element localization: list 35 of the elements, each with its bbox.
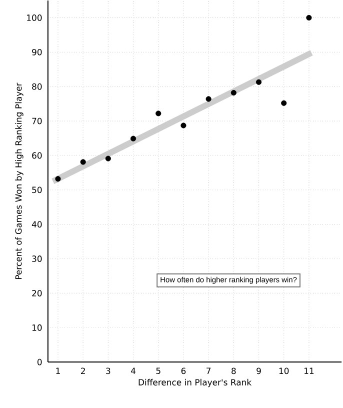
x-tick-label: 7 <box>206 368 211 374</box>
point <box>55 176 61 182</box>
x-tick-label: 8 <box>232 368 236 374</box>
y-tick-label: 30 <box>32 256 42 262</box>
x-tick-label: 9 <box>256 368 262 374</box>
point <box>106 156 112 162</box>
y-tick-label: 40 <box>32 221 42 228</box>
point <box>306 14 312 21</box>
y-tick-label: 80 <box>32 83 42 90</box>
y-tick-label: 0 <box>38 358 42 366</box>
y-tick-label: 10 <box>32 324 42 331</box>
point <box>130 136 136 142</box>
point <box>206 96 212 102</box>
x-tick-label: 2 <box>81 368 86 374</box>
x-tick-label: 10 <box>280 368 289 374</box>
point <box>180 122 186 128</box>
x-tick-label: 3 <box>106 368 110 374</box>
x-tick-label: 4 <box>131 368 136 374</box>
x-tick-label: 5 <box>156 368 161 374</box>
y-tick-label: 20 <box>32 290 42 296</box>
x-axis-title: Difference in Player's Rank <box>139 378 252 388</box>
y-tick-label: 70 <box>32 118 42 124</box>
y-tick-label: 100 <box>27 14 42 21</box>
point <box>256 79 262 85</box>
x-tick-label: 11 <box>304 368 314 374</box>
point <box>231 90 237 96</box>
y-tick-label: 60 <box>32 152 42 159</box>
y-tick-label: 50 <box>32 186 42 194</box>
x-tick-label: 6 <box>182 368 186 374</box>
x-tick-label: 1 <box>56 368 60 374</box>
y-axis-title: Percent of Games Won by High Ranking Player <box>15 82 24 280</box>
y-tick-label: 90 <box>32 48 42 56</box>
point <box>80 159 86 165</box>
point <box>156 110 162 116</box>
point <box>281 100 287 106</box>
